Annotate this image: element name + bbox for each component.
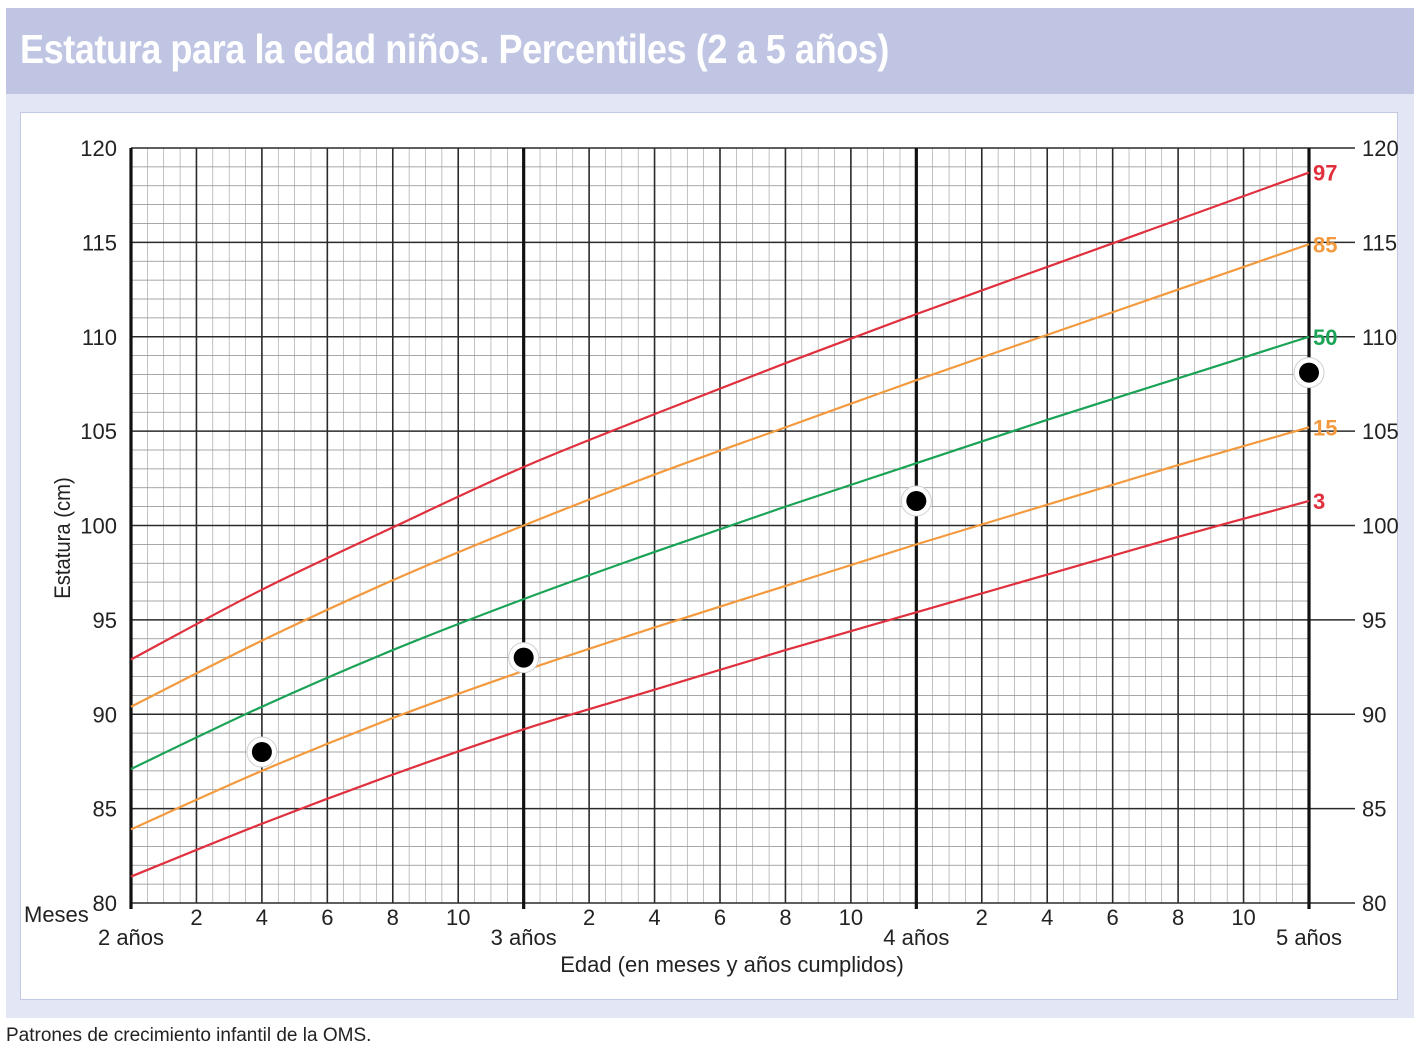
x-year-tick-label: 3 años (491, 925, 557, 950)
measurement-points (246, 357, 1325, 768)
x-month-tick-label: 10 (1231, 905, 1255, 930)
y-tick-label-right: 95 (1362, 608, 1386, 633)
y-tick-label-right: 110 (1362, 325, 1397, 350)
y-tick-label-right: 120 (1362, 136, 1399, 161)
y-tick-label-right: 85 (1362, 797, 1386, 822)
x-month-tick-label: 8 (387, 905, 399, 930)
percentile-curve-3 (130, 499, 1310, 878)
x-month-tick-label: 4 (648, 905, 660, 930)
x-month-tick-label: 8 (779, 905, 791, 930)
percentile-curve-97 (130, 171, 1310, 661)
x-month-tick-label: 4 (1041, 905, 1053, 930)
axis-labels: 80 80 85 85 90 90 95 95 100 100 105 105 110 110 115 115… (80, 136, 1398, 950)
y-axis-label: Estatura (cm) (51, 477, 75, 598)
x-year-tick-label: 5 años (1276, 925, 1342, 950)
y-tick-label-right: 105 (1362, 419, 1399, 444)
x-year-tick-label: 2 años (98, 925, 164, 950)
y-tick-label-left: 95 (93, 608, 117, 633)
percentile-label-3: 3 (1313, 489, 1325, 514)
x-month-tick-label: 2 (190, 905, 202, 930)
chart-inner-area (20, 112, 1398, 1000)
y-tick-label-left: 100 (80, 514, 117, 539)
chart-title: Estatura para la edad niños. Percentiles… (20, 26, 889, 72)
y-tick-label-left: 120 (80, 136, 117, 161)
measurement-point (513, 647, 534, 668)
y-tick-label-left: 115 (82, 230, 117, 255)
grid-major (129, 147, 1355, 909)
measurement-point (1299, 362, 1319, 383)
y-tick-label-right: 100 (1362, 514, 1399, 539)
y-tick-label-left: 110 (82, 325, 117, 350)
y-tick-label-right: 115 (1362, 230, 1397, 255)
x-month-tick-label: 10 (446, 905, 470, 930)
percentile-curve-85 (130, 243, 1310, 708)
y-tick-label-left: 85 (93, 797, 117, 822)
y-tick-label-left: 105 (80, 419, 117, 444)
percentile-curve-15 (130, 426, 1310, 831)
title-bar (6, 8, 1414, 94)
percentile-label-50: 50 (1313, 325, 1337, 350)
measurement-point (251, 742, 272, 762)
percentile-curves: 97 85 50 15 3 (130, 161, 1337, 878)
x-axis-label: Edad (en meses y años cumplidos) (560, 952, 904, 977)
x-axis-prefix: Meses (24, 902, 89, 927)
source-note: Patrones de crecimiento infantil de la O… (6, 1025, 372, 1046)
x-year-tick-label: 4 años (883, 925, 949, 950)
x-month-tick-label: 6 (1107, 905, 1119, 930)
x-month-tick-label: 8 (1172, 905, 1184, 930)
y-tick-label-right: 90 (1362, 702, 1386, 727)
y-tick-label-right: 80 (1362, 891, 1386, 916)
x-month-tick-label: 6 (321, 905, 333, 930)
y-tick-label-left: 90 (93, 702, 117, 727)
measurement-point (906, 490, 927, 511)
x-month-tick-label: 2 (976, 905, 988, 930)
x-month-tick-label: 4 (256, 905, 268, 930)
percentile-label-97: 97 (1313, 161, 1337, 186)
percentile-curve-50 (130, 335, 1310, 770)
x-month-tick-label: 6 (714, 905, 726, 930)
y-tick-label-left: 80 (93, 891, 117, 916)
percentile-label-85: 85 (1313, 232, 1337, 257)
x-month-tick-label: 2 (583, 905, 595, 930)
percentile-label-15: 15 (1313, 415, 1337, 440)
x-month-tick-label: 10 (839, 905, 863, 930)
